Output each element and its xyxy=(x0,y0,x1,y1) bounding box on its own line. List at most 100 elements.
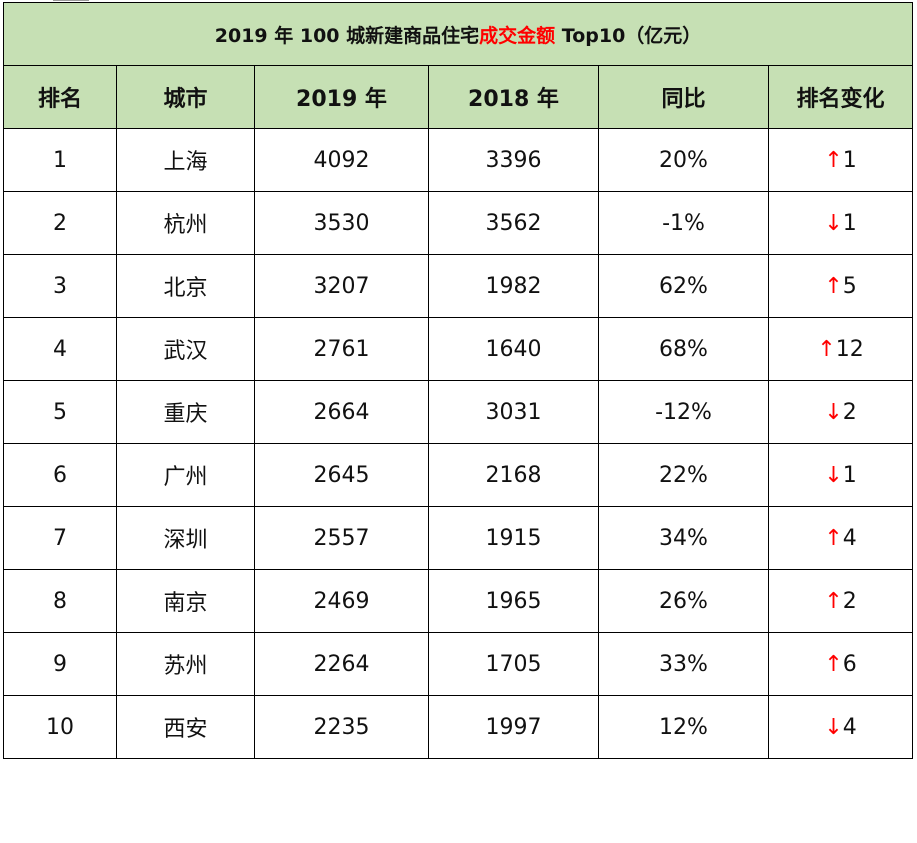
value-2018-cell: 3562 xyxy=(428,191,599,255)
yoy-cell: 62% xyxy=(598,254,769,318)
rank-cell: 2 xyxy=(3,191,117,255)
rank-change-cell: ↑6 xyxy=(767,632,914,696)
table-row: 2 杭州 3530 3562 -1% ↓1 xyxy=(3,191,914,255)
table-row: 4 武汉 2761 1640 68% ↑12 xyxy=(3,317,914,381)
yoy-cell: 34% xyxy=(598,506,769,570)
arrow-up-icon: ↑ xyxy=(824,651,843,677)
city-cell: 杭州 xyxy=(116,191,255,255)
value-2018-cell: 1965 xyxy=(428,569,599,633)
table-title: 2019 年 100 城新建商品住宅成交金额 Top10（亿元） xyxy=(2,2,914,66)
value-2019-cell: 2264 xyxy=(254,632,429,696)
rank-change-value: 4 xyxy=(842,525,857,551)
value-2018-cell: 1997 xyxy=(428,695,599,759)
value-2018-cell: 3031 xyxy=(428,380,599,444)
arrow-up-icon: ↑ xyxy=(817,336,836,362)
rank-cell: 10 xyxy=(3,695,117,759)
header-rank-change: 排名变化 xyxy=(767,65,914,129)
value-2019-cell: 3530 xyxy=(254,191,429,255)
rank-cell: 3 xyxy=(3,254,117,318)
rank-change-cell: ↑1 xyxy=(767,128,914,192)
value-2019-cell: 2645 xyxy=(254,443,429,507)
rank-change-value: 1 xyxy=(842,462,857,488)
value-2019-cell: 2557 xyxy=(254,506,429,570)
yoy-cell: -1% xyxy=(598,191,769,255)
rank-change-value: 2 xyxy=(842,588,857,614)
rank-cell: 4 xyxy=(3,317,117,381)
arrow-down-icon: ↓ xyxy=(824,210,843,236)
value-2018-cell: 1982 xyxy=(428,254,599,318)
value-2018-cell: 3396 xyxy=(428,128,599,192)
city-cell: 西安 xyxy=(116,695,255,759)
rank-change-value: 1 xyxy=(842,147,857,173)
rank-change-value: 2 xyxy=(842,399,857,425)
arrow-up-icon: ↑ xyxy=(824,273,843,299)
rank-change-value: 5 xyxy=(842,273,857,299)
yoy-cell: 33% xyxy=(598,632,769,696)
value-2018-cell: 1705 xyxy=(428,632,599,696)
title-highlight: 成交金额 xyxy=(479,24,556,47)
arrow-up-icon: ↑ xyxy=(824,525,843,551)
table-row: 9 苏州 2264 1705 33% ↑6 xyxy=(3,632,914,696)
header-rank: 排名 xyxy=(3,65,117,129)
rank-cell: 9 xyxy=(3,632,117,696)
header-2019: 2019 年 xyxy=(254,65,429,129)
rank-cell: 5 xyxy=(3,380,117,444)
rank-cell: 7 xyxy=(3,506,117,570)
rank-change-cell: ↑12 xyxy=(767,317,914,381)
value-2019-cell: 2664 xyxy=(254,380,429,444)
value-2019-cell: 2235 xyxy=(254,695,429,759)
city-cell: 苏州 xyxy=(116,632,255,696)
arrow-down-icon: ↓ xyxy=(824,462,843,488)
header-2018: 2018 年 xyxy=(428,65,599,129)
table-row: 3 北京 3207 1982 62% ↑5 xyxy=(3,254,914,318)
rank-cell: 1 xyxy=(3,128,117,192)
rank-change-cell: ↑2 xyxy=(767,569,914,633)
value-2019-cell: 2761 xyxy=(254,317,429,381)
yoy-cell: -12% xyxy=(598,380,769,444)
rank-change-cell: ↓2 xyxy=(767,380,914,444)
arrow-down-icon: ↓ xyxy=(824,714,843,740)
yoy-cell: 22% xyxy=(598,443,769,507)
value-2019-cell: 2469 xyxy=(254,569,429,633)
yoy-cell: 26% xyxy=(598,569,769,633)
title-prefix: 2019 年 100 城新建商品住宅 xyxy=(214,24,480,47)
rank-change-value: 4 xyxy=(842,714,857,740)
header-city: 城市 xyxy=(116,65,255,129)
header-row: 排名 城市 2019 年 2018 年 同比 排名变化 xyxy=(3,65,914,129)
city-cell: 北京 xyxy=(116,254,255,318)
arrow-down-icon: ↓ xyxy=(824,399,843,425)
yoy-cell: 68% xyxy=(598,317,769,381)
yoy-cell: 20% xyxy=(598,128,769,192)
rank-cell: 6 xyxy=(3,443,117,507)
rank-change-cell: ↑4 xyxy=(767,506,914,570)
table-row: 7 深圳 2557 1915 34% ↑4 xyxy=(3,506,914,570)
city-cell: 重庆 xyxy=(116,380,255,444)
table-row: 6 广州 2645 2168 22% ↓1 xyxy=(3,443,914,507)
rank-change-value: 6 xyxy=(842,651,857,677)
table-body: 1 上海 4092 3396 20% ↑1 2 杭州 3530 3562 -1% ↓1 3 北京 3207 1… xyxy=(3,128,914,759)
table-row: 1 上海 4092 3396 20% ↑1 xyxy=(3,128,914,192)
sheet-tab-stub xyxy=(53,0,89,3)
rank-cell: 8 xyxy=(3,569,117,633)
value-2018-cell: 1640 xyxy=(428,317,599,381)
table-row: 10 西安 2235 1997 12% ↓4 xyxy=(3,695,914,759)
arrow-up-icon: ↑ xyxy=(824,588,843,614)
value-2019-cell: 3207 xyxy=(254,254,429,318)
rank-change-cell: ↓4 xyxy=(767,695,914,759)
rank-change-cell: ↓1 xyxy=(767,191,914,255)
value-2019-cell: 4092 xyxy=(254,128,429,192)
value-2018-cell: 2168 xyxy=(428,443,599,507)
rank-change-cell: ↓1 xyxy=(767,443,914,507)
title-suffix: Top10（亿元） xyxy=(555,24,702,47)
city-cell: 上海 xyxy=(116,128,255,192)
city-cell: 深圳 xyxy=(116,506,255,570)
city-cell: 广州 xyxy=(116,443,255,507)
ranking-table: 2019 年 100 城新建商品住宅成交金额 Top10（亿元） 排名 城市 2… xyxy=(2,2,914,759)
rank-change-value: 12 xyxy=(835,336,864,362)
table-row: 8 南京 2469 1965 26% ↑2 xyxy=(3,569,914,633)
table-row: 5 重庆 2664 3031 -12% ↓2 xyxy=(3,380,914,444)
city-cell: 南京 xyxy=(116,569,255,633)
header-yoy: 同比 xyxy=(598,65,769,129)
city-cell: 武汉 xyxy=(116,317,255,381)
rank-change-value: 1 xyxy=(842,210,857,236)
